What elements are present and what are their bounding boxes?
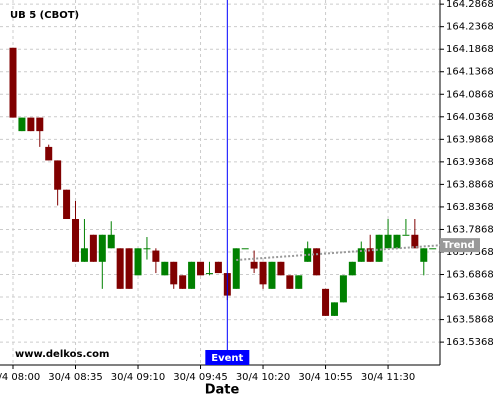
x-tick-label: 30/4 11:30 bbox=[361, 372, 415, 383]
candle-body bbox=[322, 288, 330, 316]
y-tick-label: 163.6368 bbox=[446, 292, 494, 303]
y-tick-label: 163.8368 bbox=[446, 202, 494, 213]
y-tick-label: 164.2868 bbox=[446, 0, 494, 10]
candle-body bbox=[304, 248, 312, 262]
candle-body bbox=[366, 248, 374, 262]
candle-body bbox=[420, 248, 428, 262]
candle-body bbox=[411, 234, 419, 249]
candle-body bbox=[375, 234, 383, 262]
x-axis-label: Date bbox=[205, 383, 240, 398]
candle-body bbox=[402, 234, 410, 236]
candle-body bbox=[125, 248, 133, 289]
trend-line bbox=[236, 244, 442, 262]
candle-body bbox=[241, 248, 249, 250]
candle-body bbox=[36, 117, 44, 132]
candle-body bbox=[18, 117, 26, 132]
candle-body bbox=[143, 248, 151, 250]
candle-body bbox=[98, 234, 106, 262]
candle-body bbox=[54, 160, 62, 190]
y-tick-label: 163.9368 bbox=[446, 157, 494, 168]
candle-body bbox=[330, 302, 338, 316]
candle-body bbox=[134, 248, 142, 276]
candle-body bbox=[393, 234, 401, 249]
candle-body bbox=[277, 261, 285, 276]
candle-body bbox=[9, 47, 17, 118]
candle-body bbox=[313, 248, 321, 276]
y-tick-label: 164.0368 bbox=[446, 112, 494, 123]
event-label-box bbox=[205, 350, 250, 365]
candle-body bbox=[27, 117, 35, 132]
y-tick-label: 163.7368 bbox=[446, 247, 494, 258]
y-tick-label: 163.9868 bbox=[446, 134, 494, 145]
x-tick-label: 30/4 08:00 bbox=[0, 372, 40, 383]
y-tick-label: 163.6868 bbox=[446, 270, 494, 281]
y-tick-label: 163.5368 bbox=[446, 337, 494, 348]
x-tick-label: 30/4 10:55 bbox=[298, 372, 352, 383]
y-tick-label: 163.5868 bbox=[446, 315, 494, 326]
trend-label-box bbox=[440, 238, 480, 253]
candle-body bbox=[295, 275, 303, 289]
candle-body bbox=[286, 275, 294, 289]
candle-body bbox=[152, 250, 160, 262]
y-tick-label: 163.7868 bbox=[446, 224, 494, 235]
candle-body bbox=[250, 261, 258, 269]
chart-title: UB 5 (CBOT) bbox=[10, 10, 79, 21]
x-tick-label: 30/4 09:10 bbox=[111, 372, 165, 383]
candle-body bbox=[197, 261, 205, 276]
y-tick-label: 164.0868 bbox=[446, 89, 494, 100]
event-label: Event bbox=[211, 353, 243, 364]
candle-body bbox=[232, 248, 240, 289]
x-tick-label: 30/4 09:45 bbox=[173, 372, 227, 383]
candle-body bbox=[89, 234, 97, 262]
candle-body bbox=[348, 261, 356, 276]
watermark: www.delkos.com bbox=[15, 349, 109, 360]
candle-body bbox=[429, 248, 437, 250]
candle-body bbox=[259, 261, 267, 285]
x-tick-label: 30/4 10:20 bbox=[236, 372, 290, 383]
candle-body bbox=[214, 261, 222, 274]
candle-body bbox=[357, 248, 365, 262]
candle-body bbox=[205, 273, 213, 275]
candle-body bbox=[170, 261, 178, 285]
trend-label: Trend bbox=[443, 240, 475, 251]
candle-body bbox=[107, 234, 115, 249]
candle-body bbox=[188, 261, 196, 289]
candle-body bbox=[116, 248, 124, 289]
candle-body bbox=[80, 248, 88, 262]
candle-body bbox=[72, 219, 80, 262]
candle-body bbox=[45, 146, 53, 161]
y-tick-label: 163.8868 bbox=[446, 179, 494, 190]
y-tick-label: 164.1368 bbox=[446, 67, 494, 78]
candle-body bbox=[63, 189, 71, 219]
candle-body bbox=[384, 234, 392, 249]
candle-body bbox=[179, 275, 187, 289]
x-tick-label: 30/4 08:35 bbox=[48, 372, 102, 383]
y-tick-label: 164.2368 bbox=[446, 22, 494, 33]
y-tick-label: 164.1868 bbox=[446, 44, 494, 55]
candle-body bbox=[161, 261, 169, 276]
candle-body bbox=[339, 275, 347, 303]
candle-body bbox=[268, 261, 276, 289]
